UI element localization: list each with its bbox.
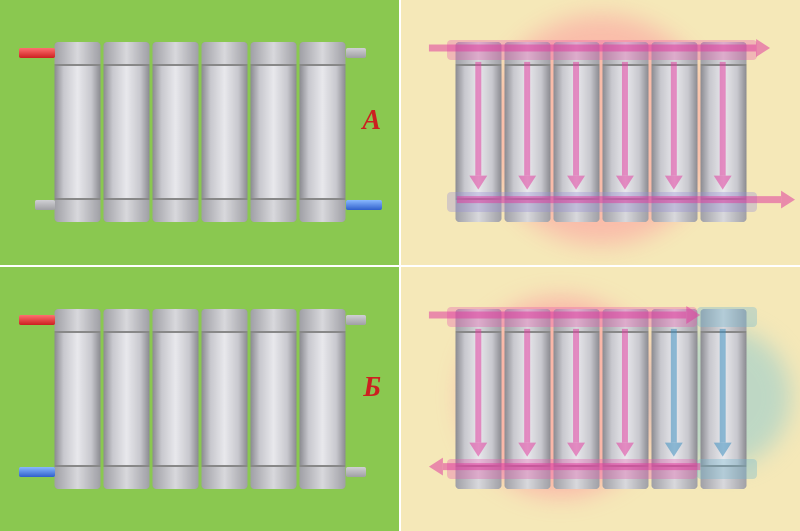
radiator-section [54, 42, 100, 222]
diagram-grid: А Б [0, 0, 800, 531]
grey-pipe [35, 200, 55, 210]
radiator [54, 42, 345, 222]
radiator-section [299, 42, 345, 222]
panel-label: А [362, 105, 381, 137]
flow-channel [447, 192, 757, 212]
cold-pipe [346, 200, 382, 210]
panel-b-right [401, 267, 800, 531]
radiator-section [103, 42, 149, 222]
radiator-section [250, 42, 296, 222]
flow-channel [447, 40, 757, 60]
panel-label: Б [363, 372, 381, 404]
radiator [54, 309, 345, 489]
panel-b-left: Б [0, 267, 399, 531]
radiator-section [54, 309, 100, 489]
grey-pipe [346, 467, 366, 477]
radiator-section [103, 309, 149, 489]
grey-pipe [346, 48, 366, 58]
radiator-section [152, 42, 198, 222]
radiator-section [152, 309, 198, 489]
flow-channel [697, 307, 757, 327]
hot-pipe [19, 315, 55, 325]
flow-channel [447, 307, 697, 327]
panel-a-right [401, 0, 800, 265]
radiator-section [299, 309, 345, 489]
panel-a-left: А [0, 0, 399, 265]
flow-channel [447, 459, 697, 479]
grey-pipe [346, 315, 366, 325]
radiator-section [250, 309, 296, 489]
hot-pipe [19, 48, 55, 58]
flow-channel [697, 459, 757, 479]
cold-pipe [19, 467, 55, 477]
radiator-section [201, 309, 247, 489]
radiator-section [201, 42, 247, 222]
